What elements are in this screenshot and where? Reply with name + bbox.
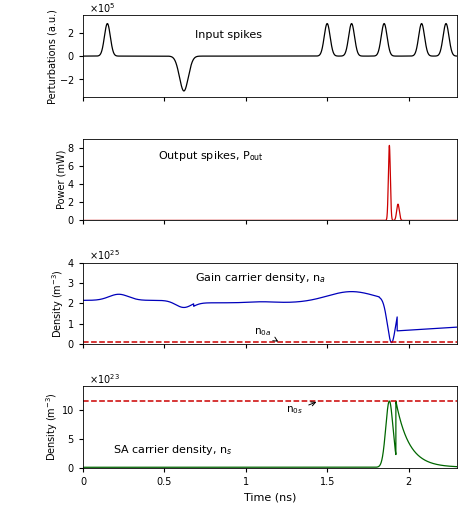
Y-axis label: Power (mW): Power (mW)	[56, 150, 66, 209]
Y-axis label: Density (m$^{-3}$): Density (m$^{-3}$)	[51, 269, 66, 338]
Text: Gain carrier density, n$_a$: Gain carrier density, n$_a$	[195, 271, 326, 285]
Text: $\times 10^5$: $\times 10^5$	[89, 1, 115, 14]
Y-axis label: Perturbations (a.u.): Perturbations (a.u.)	[47, 9, 57, 103]
Text: $\times 10^{23}$: $\times 10^{23}$	[89, 372, 119, 386]
Text: Input spikes: Input spikes	[195, 30, 262, 40]
X-axis label: Time (ns): Time (ns)	[244, 492, 296, 502]
Text: Output spikes, P$_\mathrm{out}$: Output spikes, P$_\mathrm{out}$	[158, 150, 264, 163]
Text: n$_{0a}$: n$_{0a}$	[254, 326, 277, 341]
Y-axis label: Density (m$^{-3}$): Density (m$^{-3}$)	[45, 393, 60, 462]
Text: SA carrier density, n$_s$: SA carrier density, n$_s$	[113, 443, 232, 457]
Text: n$_{0s}$: n$_{0s}$	[286, 402, 315, 416]
Text: $\times 10^{25}$: $\times 10^{25}$	[89, 248, 119, 262]
